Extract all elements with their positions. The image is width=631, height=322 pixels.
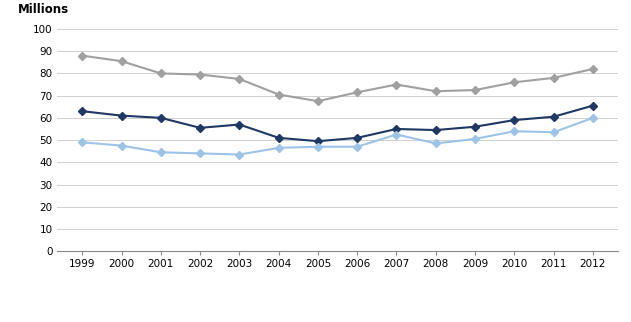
New South Wales	[432, 89, 440, 93]
Victoria	[78, 109, 86, 113]
New South Wales	[314, 99, 322, 103]
New South Wales	[471, 88, 479, 92]
Victoria	[550, 115, 557, 119]
Victoria	[353, 136, 361, 140]
Queensland	[157, 150, 165, 154]
Queensland	[275, 146, 283, 150]
New South Wales	[235, 77, 243, 81]
Victoria	[235, 123, 243, 127]
Victoria	[314, 139, 322, 143]
Victoria	[196, 126, 204, 130]
Victoria	[510, 118, 518, 122]
New South Wales	[157, 71, 165, 75]
Queensland	[550, 130, 557, 134]
Line: Victoria: Victoria	[80, 103, 596, 144]
Victoria	[589, 104, 597, 108]
New South Wales	[78, 54, 86, 58]
Victoria	[392, 127, 400, 131]
Victoria	[275, 136, 283, 140]
Victoria	[432, 128, 440, 132]
Victoria	[471, 125, 479, 129]
Queensland	[471, 137, 479, 141]
Line: Queensland: Queensland	[80, 115, 596, 157]
Queensland	[589, 116, 597, 120]
Line: New South Wales: New South Wales	[80, 53, 596, 104]
Queensland	[314, 145, 322, 149]
Victoria	[118, 114, 126, 118]
New South Wales	[550, 76, 557, 80]
Queensland	[235, 153, 243, 156]
Queensland	[196, 151, 204, 155]
Queensland	[392, 133, 400, 137]
Legend: Victoria, Queensland, New South Wales: Victoria, Queensland, New South Wales	[176, 319, 499, 322]
Queensland	[78, 140, 86, 144]
New South Wales	[275, 93, 283, 97]
Text: Millions: Millions	[18, 3, 69, 16]
New South Wales	[353, 90, 361, 94]
New South Wales	[510, 80, 518, 84]
New South Wales	[118, 59, 126, 63]
New South Wales	[196, 72, 204, 76]
Queensland	[353, 145, 361, 149]
New South Wales	[392, 83, 400, 87]
Queensland	[432, 141, 440, 145]
Victoria	[157, 116, 165, 120]
New South Wales	[589, 67, 597, 71]
Queensland	[510, 129, 518, 133]
Queensland	[118, 144, 126, 147]
